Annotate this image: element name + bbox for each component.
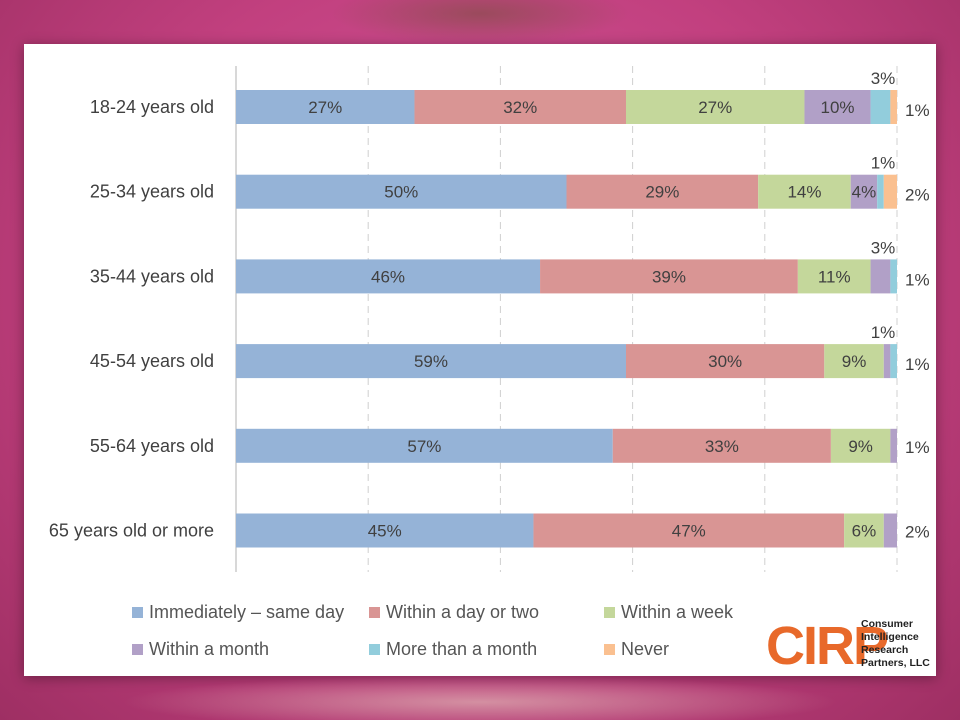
data-label: 29% <box>645 183 679 202</box>
background-blur-bottom <box>120 675 840 720</box>
data-label: 27% <box>308 98 342 117</box>
data-label: 1% <box>871 323 896 342</box>
data-labels: 27% 32% 27% 10% 3% 1% 50% 29% 14% 4% 1% 2% 46% 39% 11%… <box>308 69 929 542</box>
cirp-logo: CIRP Consumer Intelligence Research Part… <box>766 616 936 676</box>
bar-segment <box>236 174 567 209</box>
bar-segment <box>236 90 415 124</box>
bar-segment <box>877 174 884 209</box>
category-label: 18-24 years old <box>90 97 214 117</box>
data-label: 30% <box>708 352 742 371</box>
legend-label: Within a week <box>621 602 734 622</box>
bar-segment <box>890 90 897 124</box>
legend-label: More than a month <box>386 639 537 659</box>
legend-swatch <box>369 644 380 655</box>
bar-segment <box>870 259 891 294</box>
logo-line: Intelligence <box>861 631 919 643</box>
bar-segment <box>414 90 626 124</box>
category-label: 35-44 years old <box>90 266 214 286</box>
bar-segment <box>844 513 884 548</box>
bar-segment <box>883 513 897 548</box>
chart-slide: 18-24 years old 25-34 years old 35-44 year… <box>24 44 936 676</box>
data-label: 9% <box>842 352 867 371</box>
data-label: 46% <box>371 267 405 286</box>
legend-swatch <box>132 644 143 655</box>
data-label: 2% <box>905 186 930 205</box>
bar-segment <box>870 90 891 124</box>
bar-segment <box>850 174 878 209</box>
legend-swatch <box>369 607 380 618</box>
bars <box>236 90 897 548</box>
data-label: 9% <box>848 437 873 456</box>
background-blur-top <box>330 0 630 45</box>
data-label: 33% <box>705 437 739 456</box>
legend-swatch <box>604 644 615 655</box>
data-label: 57% <box>407 437 441 456</box>
category-label: 55-64 years old <box>90 436 214 456</box>
data-label: 10% <box>820 98 854 117</box>
legend-label: Within a day or two <box>386 602 539 622</box>
bar-segment <box>612 428 831 463</box>
data-label: 1% <box>905 438 930 457</box>
data-label: 47% <box>672 522 706 541</box>
bar-segment <box>540 259 798 294</box>
data-label: 1% <box>871 154 896 173</box>
legend-swatch <box>132 607 143 618</box>
category-label: 65 years old or more <box>49 521 214 541</box>
logo-line: Partners, LLC <box>861 657 930 669</box>
data-label: 50% <box>384 183 418 202</box>
data-label: 1% <box>905 355 930 374</box>
data-label: 3% <box>871 69 896 88</box>
bar-segment <box>236 344 626 379</box>
data-label: 32% <box>503 98 537 117</box>
category-labels: 18-24 years old 25-34 years old 35-44 year… <box>49 97 214 541</box>
bar-segment <box>797 259 871 294</box>
stacked-bar-chart: 18-24 years old 25-34 years old 35-44 year… <box>49 66 930 659</box>
legend-label: Within a month <box>149 639 269 659</box>
bar-segment <box>625 344 825 379</box>
logo-line: Research <box>861 644 909 656</box>
data-label: 14% <box>787 183 821 202</box>
data-label: 1% <box>905 101 930 120</box>
legend-label: Immediately – same day <box>149 602 344 622</box>
data-label: 4% <box>852 183 877 202</box>
data-label: 39% <box>652 267 686 286</box>
logo-text: Consumer Intelligence Research Partners,… <box>861 618 930 670</box>
bar-segment <box>883 344 891 379</box>
legend-label: Never <box>621 639 669 659</box>
bar-segment <box>625 90 805 124</box>
bar-segment <box>890 259 897 294</box>
bar-segment <box>804 90 871 124</box>
bar-segment <box>236 259 541 294</box>
bar-segment <box>890 428 897 463</box>
bar-segment <box>824 344 884 379</box>
legend-swatch <box>604 607 615 618</box>
bar-segment <box>830 428 891 463</box>
logo-mark: CIRP <box>766 616 889 676</box>
bar-segment <box>533 513 845 548</box>
data-label: 2% <box>905 523 930 542</box>
bar-segment <box>758 174 851 209</box>
data-label: 3% <box>871 238 896 257</box>
data-label: 1% <box>905 270 930 289</box>
bar-segment <box>890 344 897 379</box>
grid-lines <box>235 66 898 572</box>
data-label: 27% <box>698 98 732 117</box>
category-label: 25-34 years old <box>90 182 214 202</box>
category-label: 45-54 years old <box>90 351 214 371</box>
data-label: 6% <box>852 522 877 541</box>
bar-segment <box>236 428 613 463</box>
data-label: 59% <box>414 352 448 371</box>
legend: Immediately – same day Within a day or tw… <box>132 602 734 659</box>
logo-line: Consumer <box>861 618 913 630</box>
bar-segment <box>883 174 897 209</box>
bar-segment <box>566 174 759 209</box>
bar-segment <box>236 513 534 548</box>
data-label: 45% <box>368 522 402 541</box>
data-label: 11% <box>818 267 851 286</box>
